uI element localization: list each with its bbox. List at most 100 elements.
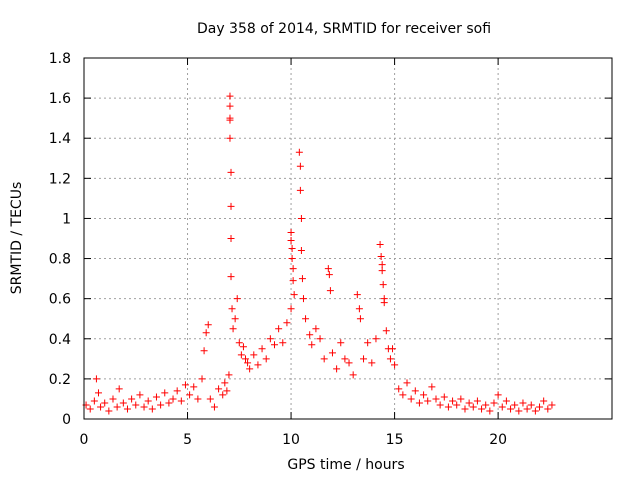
data-point — [302, 315, 310, 323]
data-point — [136, 391, 144, 399]
data-point — [296, 186, 304, 194]
data-point — [299, 295, 307, 303]
data-point — [226, 92, 234, 100]
y-tick-label: 0.2 — [49, 372, 71, 388]
data-point — [227, 168, 235, 176]
data-point — [326, 287, 334, 295]
data-point — [144, 397, 152, 405]
data-point — [90, 397, 98, 405]
data-point — [206, 395, 214, 403]
y-tick-label: 1 — [62, 211, 71, 227]
data-point — [548, 401, 556, 409]
data-point — [270, 341, 278, 349]
data-point — [239, 343, 247, 351]
data-point — [227, 202, 235, 210]
data-point — [215, 385, 223, 393]
grid-layer — [84, 58, 612, 419]
data-point — [225, 371, 233, 379]
data-point — [490, 399, 498, 407]
data-point — [378, 261, 386, 269]
chart-title: Day 358 of 2014, SRMTID for receiver sof… — [197, 21, 491, 37]
y-axis-label: SRMTID / TECUs — [9, 182, 25, 295]
data-point — [389, 345, 397, 353]
data-point — [157, 401, 165, 409]
data-point — [523, 405, 531, 413]
data-point — [128, 395, 136, 403]
data-point — [190, 383, 198, 391]
data-point — [290, 291, 298, 299]
data-point — [415, 399, 423, 407]
data-point — [204, 321, 212, 329]
data-point — [420, 391, 428, 399]
x-tick-label: 15 — [386, 432, 404, 448]
data-point — [502, 397, 510, 405]
data-point — [333, 365, 341, 373]
data-point — [148, 405, 156, 413]
plot-border — [83, 57, 613, 420]
data-point — [228, 305, 236, 313]
data-point — [368, 359, 376, 367]
data-point — [242, 355, 250, 363]
data-point — [258, 345, 266, 353]
data-point — [288, 245, 296, 253]
data-point — [453, 401, 461, 409]
data-point — [312, 325, 320, 333]
data-point — [109, 395, 117, 403]
data-point — [279, 339, 287, 347]
data-point — [250, 351, 258, 359]
data-point — [320, 355, 328, 363]
x-tick-label: 5 — [183, 432, 192, 448]
data-point — [227, 235, 235, 242]
data-point — [379, 281, 387, 289]
data-point — [229, 325, 237, 333]
data-point — [411, 387, 419, 395]
data-point — [165, 399, 173, 407]
data-point — [198, 375, 206, 383]
data-point — [123, 405, 131, 413]
data-point — [283, 319, 291, 327]
y-tick-label: 1.8 — [49, 51, 71, 67]
data-point — [511, 401, 519, 409]
data-point — [324, 265, 332, 273]
data-point — [92, 375, 100, 383]
data-point — [531, 407, 539, 415]
data-point — [519, 399, 527, 407]
data-point — [465, 399, 473, 407]
data-point — [246, 365, 254, 373]
data-point — [94, 389, 102, 397]
data-point — [391, 361, 399, 369]
data-point — [181, 381, 189, 389]
data-point — [288, 255, 296, 263]
data-point — [378, 267, 386, 275]
data-points-layer — [82, 92, 556, 415]
data-point — [382, 327, 390, 335]
data-point — [287, 228, 295, 236]
data-point — [478, 405, 486, 413]
data-point — [386, 355, 394, 363]
data-point — [515, 407, 523, 415]
data-point — [377, 253, 385, 261]
data-point — [364, 339, 372, 347]
data-point — [494, 391, 502, 399]
data-point — [140, 403, 148, 411]
data-point — [202, 329, 210, 337]
data-point — [540, 397, 548, 405]
data-point — [266, 335, 274, 343]
data-point — [399, 391, 407, 399]
data-point — [298, 275, 306, 283]
y-tick-label: 0 — [62, 412, 71, 428]
data-point — [444, 403, 452, 411]
data-point — [152, 393, 160, 401]
data-point — [469, 403, 477, 411]
y-tick-label: 1.4 — [49, 131, 71, 147]
data-point — [306, 331, 314, 339]
data-point — [287, 237, 295, 245]
y-tick-label: 0.6 — [49, 292, 71, 308]
data-point — [194, 395, 202, 403]
data-point — [407, 395, 415, 403]
data-point — [132, 401, 140, 409]
data-point — [380, 299, 388, 307]
data-point — [395, 385, 403, 393]
data-point — [86, 405, 94, 413]
